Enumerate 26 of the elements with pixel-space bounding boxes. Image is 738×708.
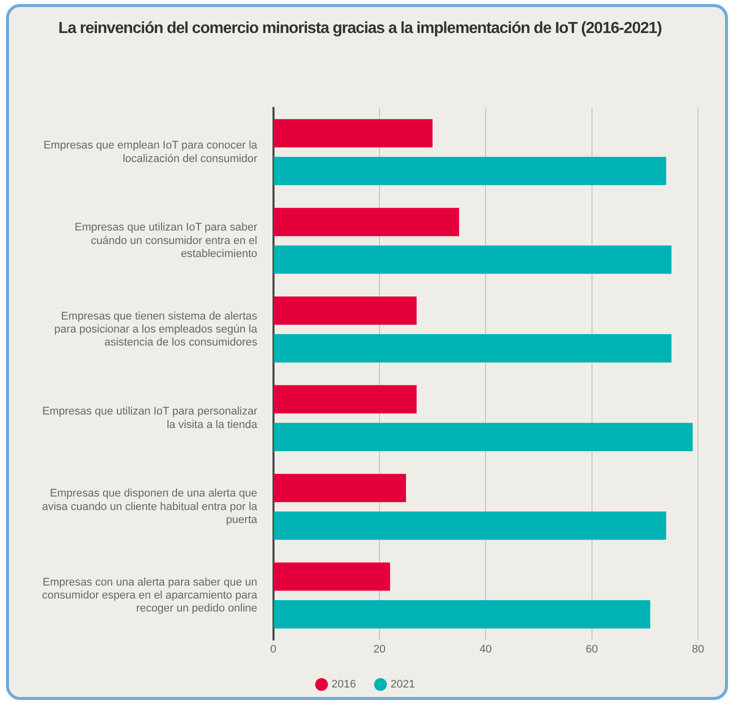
legend-label: 2021 xyxy=(390,678,415,691)
chart-title: La reinvención del comercio minorista gracias a la implementación de IoT (2016-2021) xyxy=(57,20,663,38)
x-tick-label: 80 xyxy=(692,643,704,656)
x-tick-label: 60 xyxy=(586,643,598,656)
y-tick-label: Empresas con una alerta para saber que un consumidor espera en el aparcamiento para recoger un pedido online xyxy=(42,576,258,615)
x-tick-label: 20 xyxy=(373,643,386,656)
bar xyxy=(274,296,417,325)
bar xyxy=(274,208,460,236)
bar xyxy=(274,474,406,502)
y-tick-label: Empresas que tienen sistema de alertas para posicionar a los empleados según la asistencia de los consumidores xyxy=(54,310,258,349)
legend-label: 2016 xyxy=(332,678,356,691)
y-tick-label: Empresas que disponen de una alerta que avisa cuando un cliente habitual entra por la puerta xyxy=(42,488,258,526)
bar xyxy=(274,246,672,274)
bar xyxy=(274,422,693,452)
y-tick-label: Empresas que emplean IoT para conocer la localización del consumidor xyxy=(43,140,258,165)
bar xyxy=(274,156,666,186)
y-tick-label: Empresas que utilizan IoT para saber cuándo un consumidor entra en el establecimiento xyxy=(74,222,258,260)
bar xyxy=(274,334,672,362)
bar xyxy=(274,119,433,148)
bar xyxy=(274,600,650,628)
y-tick-label: Empresas que utilizan IoT para personalizar la visita a la tienda xyxy=(42,406,258,431)
x-tick-label: 0 xyxy=(270,643,276,656)
bar xyxy=(274,512,666,540)
bar xyxy=(274,385,417,414)
x-tick-label: 40 xyxy=(480,643,492,656)
bar xyxy=(274,562,390,591)
